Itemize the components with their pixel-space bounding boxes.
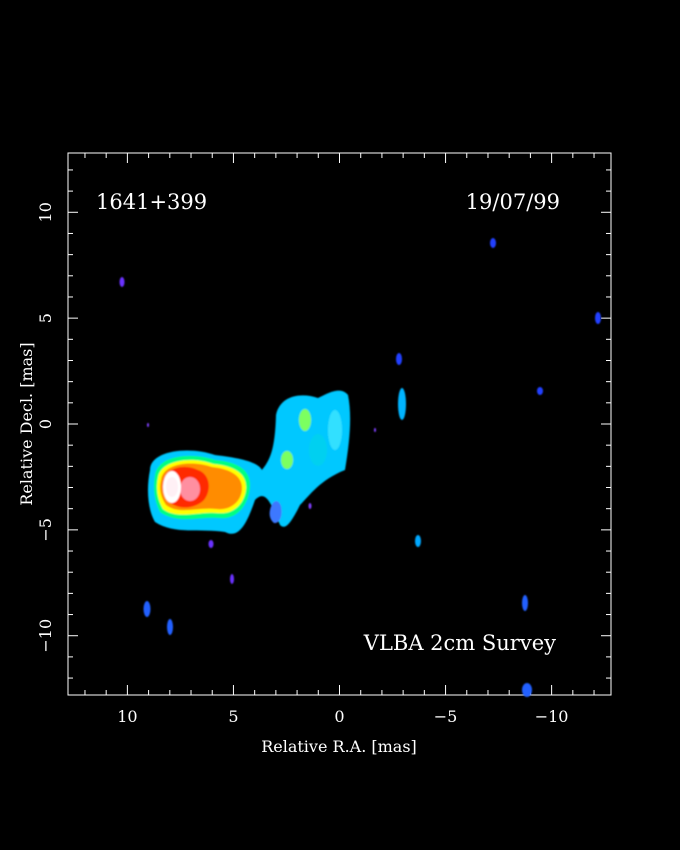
x-tick-label: 0 bbox=[334, 707, 344, 726]
knot-violet-i bbox=[230, 574, 234, 584]
y-tick-labels: −10 −5 0 5 10 bbox=[36, 202, 55, 653]
x-tick-label: −10 bbox=[535, 707, 569, 726]
jet-knot-green-2 bbox=[299, 409, 311, 431]
y-tick-label: 5 bbox=[36, 313, 55, 323]
knot-blue-l bbox=[522, 683, 532, 697]
jet-region bbox=[269, 402, 342, 524]
core-peak-white-inner bbox=[166, 477, 178, 497]
axis-ticks bbox=[68, 153, 611, 695]
knot-blue-k bbox=[522, 595, 528, 611]
survey-label: VLBA 2cm Survey bbox=[363, 631, 556, 655]
knot-violet-m bbox=[147, 423, 149, 427]
knot-blue-d bbox=[595, 312, 601, 324]
x-tick-labels: 10 5 0 −5 −10 bbox=[117, 707, 568, 726]
jet-knot-green-1 bbox=[281, 451, 293, 469]
y-tick-label: 0 bbox=[36, 419, 55, 429]
knot-blue-c bbox=[490, 238, 496, 248]
y-tick-label: −10 bbox=[36, 619, 55, 653]
x-tick-label: 5 bbox=[228, 707, 238, 726]
jet-knot-cyan-2 bbox=[309, 434, 327, 466]
y-axis-label: Relative Decl. [mas] bbox=[17, 342, 36, 505]
knot-blue-g bbox=[143, 601, 151, 617]
date-label: 19/07/99 bbox=[466, 190, 560, 214]
knot-cyan-east bbox=[398, 388, 406, 420]
knot-blue-a bbox=[396, 353, 402, 365]
x-tick-label: 10 bbox=[117, 707, 137, 726]
x-axis-label: Relative R.A. [mas] bbox=[261, 737, 417, 756]
knot-blue-e bbox=[537, 387, 543, 395]
y-tick-label: 10 bbox=[36, 202, 55, 222]
knot-violet-o bbox=[308, 503, 312, 509]
y-tick-label: −5 bbox=[36, 518, 55, 542]
jet-contour-blue bbox=[269, 501, 282, 524]
knot-cyan-b bbox=[415, 535, 421, 547]
x-tick-label: −5 bbox=[434, 707, 458, 726]
jet-knot-cyan bbox=[328, 410, 342, 450]
source-name-label: 1641+399 bbox=[96, 190, 207, 214]
radio-emission-map bbox=[119, 238, 601, 697]
core-peak-pink bbox=[180, 477, 200, 501]
knot-violet-j bbox=[208, 540, 214, 548]
knot-violet-n bbox=[374, 428, 376, 432]
isolated-features bbox=[119, 238, 601, 697]
knot-violet-f bbox=[119, 277, 125, 287]
knot-blue-h bbox=[167, 619, 173, 635]
